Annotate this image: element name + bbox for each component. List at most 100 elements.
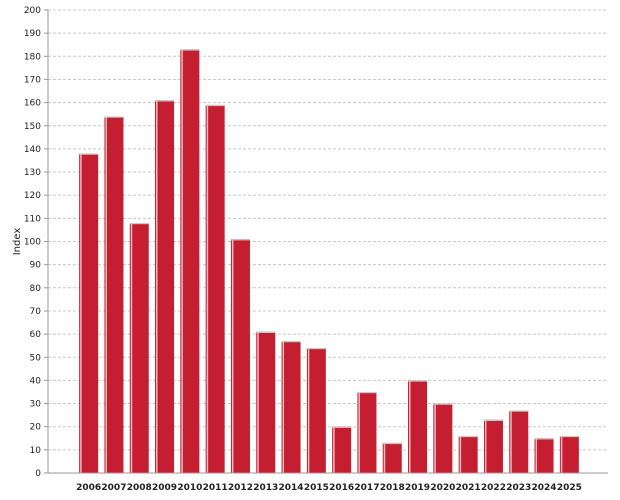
bar-highlight bbox=[358, 391, 360, 473]
bar-rect bbox=[306, 347, 326, 473]
y-tick-label: 150 bbox=[24, 122, 41, 132]
x-tick-label: 2016 bbox=[329, 483, 354, 493]
y-tick-label: 170 bbox=[24, 75, 41, 85]
bar-2006 bbox=[79, 153, 99, 473]
bar-top-edge bbox=[382, 442, 402, 445]
x-tick-labels: 2006 2007 2008 2009 2010 2011 2012 2013 2014 2015… bbox=[76, 483, 582, 493]
y-tick-label: 90 bbox=[30, 261, 42, 271]
y-tick-label: 30 bbox=[30, 400, 42, 410]
y-tick-label: 10 bbox=[30, 446, 42, 456]
bar-rect bbox=[534, 438, 554, 473]
bar-rect bbox=[230, 239, 250, 473]
bar-highlight bbox=[409, 380, 411, 473]
bar-2009 bbox=[155, 100, 175, 473]
bar-rect bbox=[205, 104, 225, 473]
bar-2017 bbox=[357, 391, 377, 473]
bar-rect bbox=[129, 222, 149, 473]
bar-top-edge bbox=[534, 438, 554, 440]
bar-2016 bbox=[332, 426, 352, 473]
bar-2013 bbox=[256, 331, 276, 473]
y-tick-label: 110 bbox=[24, 214, 41, 224]
y-axis-title: Index bbox=[12, 228, 23, 256]
bar-top-edge bbox=[205, 104, 225, 107]
bar-highlight bbox=[434, 403, 436, 473]
bar-rect bbox=[433, 403, 453, 473]
bar-highlight bbox=[535, 438, 538, 473]
bar-highlight bbox=[130, 222, 133, 473]
bar-rect bbox=[357, 391, 377, 473]
bar-top-edge bbox=[483, 419, 503, 421]
x-tick-label: 2018 bbox=[380, 483, 405, 493]
x-tick-label: 2013 bbox=[253, 483, 278, 493]
bar-highlight bbox=[333, 426, 335, 473]
x-tick-label: 2022 bbox=[481, 483, 506, 493]
bar-2019 bbox=[408, 380, 428, 473]
bar-highlight bbox=[206, 104, 209, 473]
bar-highlight bbox=[80, 153, 82, 473]
bar-top-edge bbox=[129, 222, 149, 225]
bar-rect bbox=[256, 331, 276, 473]
x-tick-label: 2012 bbox=[228, 483, 253, 493]
bar-2008 bbox=[129, 222, 149, 473]
bar-top-edge bbox=[509, 410, 529, 412]
y-tick-label: 0 bbox=[35, 469, 41, 479]
bar-highlight bbox=[383, 442, 386, 473]
y-tick-label: 180 bbox=[24, 52, 41, 62]
y-tick-label: 80 bbox=[30, 284, 42, 294]
y-tick-label: 100 bbox=[24, 238, 41, 248]
x-tick-label: 2025 bbox=[557, 483, 582, 493]
bar-rect bbox=[509, 410, 529, 473]
bar-highlight bbox=[510, 410, 512, 473]
bar-2011 bbox=[205, 104, 225, 473]
y-tick-label: 20 bbox=[30, 423, 42, 433]
bar-top-edge bbox=[256, 331, 276, 333]
bar-rect bbox=[155, 100, 175, 473]
bar-rect bbox=[104, 116, 124, 474]
bar-2020 bbox=[433, 403, 453, 473]
x-tick-label: 2019 bbox=[405, 483, 430, 493]
y-tick-label: 120 bbox=[24, 191, 41, 201]
bar-2022 bbox=[483, 419, 503, 473]
y-tick-label: 70 bbox=[30, 307, 42, 317]
grid-lines bbox=[48, 9, 608, 451]
bar-highlight bbox=[105, 116, 107, 474]
bar-2014 bbox=[281, 341, 301, 473]
bar-highlight bbox=[459, 435, 462, 473]
x-tick-label: 2021 bbox=[456, 483, 481, 493]
bar-highlight bbox=[484, 419, 487, 473]
bar-rect bbox=[483, 419, 503, 473]
bar-rect bbox=[281, 341, 301, 473]
y-tick-label: 140 bbox=[24, 145, 41, 155]
x-tick-label: 2020 bbox=[430, 483, 455, 493]
x-tick-label: 2008 bbox=[127, 483, 152, 493]
x-tick-label: 2023 bbox=[506, 483, 531, 493]
y-tick-label: 60 bbox=[30, 330, 42, 340]
bar-top-edge bbox=[180, 49, 200, 51]
bar-2018 bbox=[382, 442, 402, 473]
bar-top-edge bbox=[357, 391, 377, 394]
bar-2024 bbox=[534, 438, 554, 473]
bar-top-edge bbox=[458, 435, 478, 438]
x-tick-label: 2017 bbox=[354, 483, 379, 493]
bar-top-edge bbox=[79, 153, 99, 155]
bar-highlight bbox=[257, 331, 259, 473]
y-tick-label: 50 bbox=[30, 353, 42, 363]
bar-rect bbox=[408, 380, 428, 473]
x-tick-label: 2024 bbox=[532, 483, 557, 493]
bar-2012 bbox=[230, 239, 250, 473]
bar-rect bbox=[458, 435, 478, 473]
x-tick-label: 2009 bbox=[152, 483, 177, 493]
bars bbox=[79, 49, 579, 474]
bar-2007 bbox=[104, 116, 124, 474]
bar-rect bbox=[180, 49, 200, 473]
bar-highlight bbox=[282, 341, 285, 473]
y-tick-label: 130 bbox=[24, 168, 41, 178]
bar-top-edge bbox=[230, 239, 250, 241]
bar-2023 bbox=[509, 410, 529, 473]
x-tick-label: 2006 bbox=[76, 483, 101, 493]
bar-top-edge bbox=[433, 403, 453, 405]
bar-2025 bbox=[559, 435, 579, 473]
y-tick-label: 200 bbox=[24, 6, 41, 16]
bar-top-edge bbox=[281, 341, 301, 343]
